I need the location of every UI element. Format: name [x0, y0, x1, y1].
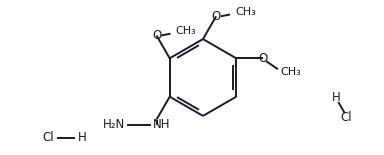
Text: O: O — [152, 29, 161, 42]
Text: O: O — [258, 52, 267, 65]
Text: H: H — [332, 91, 341, 104]
Text: NH: NH — [153, 118, 170, 131]
Text: O: O — [212, 10, 221, 23]
Text: CH₃: CH₃ — [280, 67, 301, 77]
Text: Cl: Cl — [42, 131, 54, 144]
Text: CH₃: CH₃ — [235, 7, 256, 17]
Text: CH₃: CH₃ — [175, 26, 196, 36]
Text: H₂N: H₂N — [103, 118, 126, 131]
Text: H: H — [78, 131, 87, 144]
Text: Cl: Cl — [341, 111, 352, 124]
